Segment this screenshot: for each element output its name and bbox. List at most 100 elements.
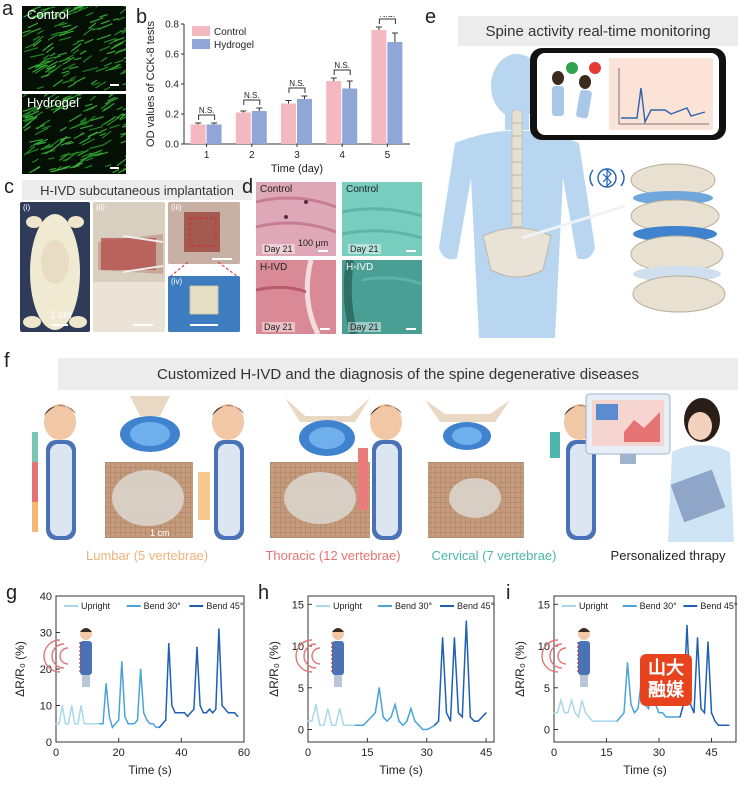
scale-bar bbox=[320, 328, 330, 330]
data-point bbox=[71, 704, 73, 707]
x-tick-label: 60 bbox=[238, 747, 250, 759]
legend-label: Upright bbox=[333, 601, 363, 611]
histo-title: H-IVD bbox=[260, 262, 288, 273]
x-tick-label: 3 bbox=[294, 150, 300, 161]
data-point bbox=[619, 716, 622, 718]
data-point bbox=[99, 723, 101, 725]
caption-therapy: Personalized thrapy bbox=[610, 548, 726, 563]
spine-monitoring-illustration bbox=[439, 48, 726, 338]
legend-label: Control bbox=[214, 27, 246, 38]
photo-label-iv: (iv) bbox=[171, 277, 183, 286]
data-point bbox=[602, 720, 604, 722]
significance-label: N.S. bbox=[289, 79, 305, 88]
data-point bbox=[402, 724, 404, 726]
data-point bbox=[218, 628, 220, 630]
vertebra-disc-thoracic bbox=[285, 398, 370, 456]
scale-bar bbox=[190, 324, 218, 326]
y-tick-label: 0.4 bbox=[165, 80, 179, 91]
data-point bbox=[703, 712, 706, 714]
data-point bbox=[394, 703, 396, 706]
histo-day: Day 21 bbox=[348, 322, 381, 332]
series-line-0 bbox=[308, 704, 356, 727]
histo-title: Control bbox=[346, 184, 379, 195]
data-point bbox=[339, 708, 341, 710]
photo-label-ii: (ii) bbox=[96, 203, 105, 212]
y-tick-label: 5 bbox=[298, 683, 304, 695]
micrograph-label-control: Control bbox=[27, 7, 69, 22]
data-point bbox=[598, 720, 601, 722]
histo-title: H-IVD bbox=[346, 262, 374, 273]
panel-letter-g: g bbox=[6, 582, 18, 604]
legend-label: Upright bbox=[81, 601, 111, 611]
data-point bbox=[193, 708, 195, 710]
data-point bbox=[661, 712, 664, 714]
significance-bracket bbox=[378, 18, 396, 24]
zoom-lines bbox=[170, 262, 238, 276]
histo-day: Day 21 bbox=[262, 322, 295, 332]
data-point bbox=[717, 724, 720, 726]
data-point bbox=[457, 712, 459, 714]
series-line-2 bbox=[434, 620, 487, 726]
data-point bbox=[111, 726, 113, 728]
y-tick-label: 10 bbox=[40, 701, 52, 713]
bar-control bbox=[326, 81, 342, 144]
x-tick-label: 30 bbox=[421, 747, 433, 759]
data-point bbox=[224, 708, 226, 710]
y-tick-label: 15 bbox=[292, 599, 304, 611]
monitoring-banner: Spine activity real-time monitoring bbox=[458, 16, 738, 46]
scale-text: 1 cm bbox=[150, 528, 170, 538]
significance-label: N.S. bbox=[380, 16, 396, 19]
data-point bbox=[124, 715, 126, 718]
legend-label: Hydrogel bbox=[214, 40, 254, 51]
x-tick-label: 45 bbox=[705, 747, 717, 759]
significance-bracket bbox=[243, 99, 261, 105]
x-tick-label: 15 bbox=[361, 747, 373, 759]
watermark-line1: 山大 bbox=[648, 658, 684, 679]
significance-bracket bbox=[198, 114, 216, 120]
legend-label: Bend 45° bbox=[457, 601, 495, 611]
significance-bracket bbox=[288, 87, 306, 93]
data-point bbox=[374, 712, 376, 714]
y-tick-label: 0.6 bbox=[165, 50, 179, 61]
y-tick-label: 0 bbox=[298, 724, 304, 736]
data-point bbox=[418, 724, 420, 726]
data-point bbox=[61, 704, 63, 707]
y-tick-label: 30 bbox=[40, 628, 52, 640]
x-tick-label: 0 bbox=[305, 747, 311, 759]
data-point bbox=[382, 716, 384, 718]
series-line-0 bbox=[554, 697, 617, 722]
watermark-line2: 融媒 bbox=[648, 680, 684, 701]
person-thoracic-2 bbox=[358, 404, 402, 540]
panel-letter-b: b bbox=[136, 6, 148, 28]
data-point bbox=[102, 723, 104, 725]
data-point bbox=[630, 703, 632, 706]
series-line-2 bbox=[158, 628, 239, 728]
data-point bbox=[612, 720, 615, 722]
significance-label: N.S. bbox=[199, 106, 215, 115]
person-sensor-icon bbox=[295, 628, 344, 687]
scale-bar bbox=[212, 258, 232, 260]
data-point bbox=[465, 620, 467, 622]
data-point bbox=[237, 715, 239, 718]
data-point bbox=[686, 624, 688, 626]
significance-label: N.S. bbox=[244, 91, 260, 100]
data-point bbox=[700, 708, 702, 710]
data-point bbox=[140, 668, 142, 670]
data-point bbox=[658, 712, 660, 714]
data-point bbox=[445, 712, 448, 714]
data-point bbox=[485, 712, 487, 714]
vertebra-disc-cervical bbox=[425, 400, 510, 450]
legend-label: Bend 30° bbox=[144, 601, 182, 611]
legend-label: Bend 30° bbox=[640, 601, 678, 611]
hydrogel-micrograph: Hydrogel bbox=[22, 94, 126, 174]
x-axis-label: Time (s) bbox=[623, 763, 667, 777]
data-point bbox=[693, 712, 695, 714]
data-point bbox=[196, 646, 198, 648]
bar-hydrogel bbox=[342, 88, 358, 144]
data-point bbox=[208, 708, 211, 710]
x-tick-label: 4 bbox=[339, 150, 345, 161]
data-point bbox=[202, 712, 204, 714]
y-tick-label: 0.0 bbox=[165, 140, 179, 151]
hydrogel-photo: (iv) bbox=[168, 276, 240, 332]
legend-label: Bend 30° bbox=[395, 601, 433, 611]
